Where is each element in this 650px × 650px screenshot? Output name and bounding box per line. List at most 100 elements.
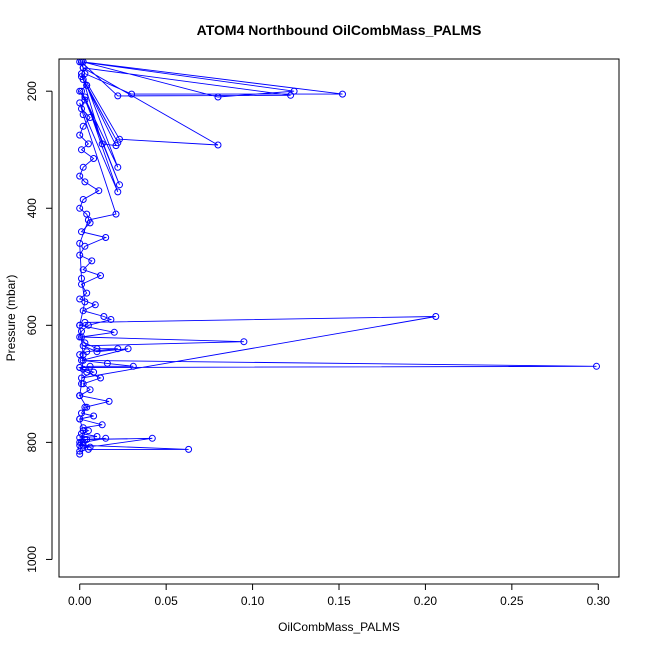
data-point: [114, 139, 122, 147]
data-point: [81, 298, 89, 306]
data-point: [83, 81, 91, 89]
data-point: [93, 433, 101, 440]
data-point: [84, 427, 92, 435]
data-point: [79, 427, 87, 435]
y-axis: 200 400 600 800 1000: [25, 81, 53, 573]
data-point: [98, 421, 106, 429]
x-tick-label: 0.30: [587, 594, 611, 608]
data-point: [128, 90, 136, 98]
data-point: [214, 93, 222, 101]
data-point: [81, 178, 89, 186]
data-point: [76, 204, 84, 212]
data-point: [90, 368, 98, 376]
data-point: [76, 415, 84, 423]
data-point: [339, 90, 346, 98]
data-point: [76, 239, 84, 247]
x-tick-label: 0.25: [500, 594, 524, 608]
data-point: [90, 155, 98, 162]
data-point: [102, 434, 110, 442]
data-point: [95, 187, 103, 195]
data-point: [432, 313, 440, 320]
data-point: [78, 438, 85, 446]
data-point: [83, 368, 91, 376]
data-point: [81, 93, 89, 101]
y-tick-label: 1000: [25, 546, 39, 573]
data-point: [114, 92, 122, 100]
data-point: [81, 318, 89, 326]
data-point: [93, 345, 101, 353]
data-point: [84, 445, 92, 453]
x-axis-label: OilCombMass_PALMS: [278, 620, 400, 634]
data-point: [93, 348, 101, 356]
data-point: [116, 135, 123, 143]
data-point: [148, 434, 156, 442]
data-point: [88, 257, 96, 265]
data-point: [112, 210, 120, 218]
y-tick-label: 400: [25, 198, 39, 218]
data-point: [129, 362, 137, 370]
data-point: [90, 412, 98, 420]
data-point: [100, 313, 108, 320]
data-point: [593, 362, 600, 370]
data-point: [81, 242, 89, 250]
data-point: [83, 403, 91, 411]
chart-title: ATOM4 Northbound OilCombMass_PALMS: [197, 22, 482, 38]
data-point: [79, 351, 87, 359]
data-point: [83, 436, 91, 443]
data-point: [79, 196, 87, 203]
data-point: [76, 392, 84, 400]
data-point: [86, 362, 94, 370]
data-point: [84, 140, 92, 148]
plot-frame: [58, 58, 620, 578]
x-tick-label: 0.05: [154, 594, 178, 608]
data-point: [287, 91, 295, 99]
y-tick-label: 800: [25, 432, 39, 452]
data-point: [97, 374, 104, 382]
data-point: [116, 181, 123, 189]
data-point: [76, 172, 84, 180]
data-point: [97, 272, 104, 280]
data-point: [86, 386, 94, 394]
data-point: [185, 445, 193, 453]
x-tick-label: 0.15: [327, 594, 351, 608]
x-tick-label: 0.00: [68, 594, 92, 608]
data-point: [79, 163, 87, 171]
x-tick-label: 0.10: [241, 594, 265, 608]
data-point: [76, 99, 84, 107]
data-point: [214, 141, 222, 149]
data-point: [78, 146, 85, 154]
x-axis: 0.00 0.05 0.10 0.15 0.20 0.25 0.30: [68, 583, 611, 608]
data-point: [76, 447, 84, 455]
data-point: [114, 345, 122, 353]
data-point: [76, 295, 84, 303]
data-point: [79, 111, 87, 119]
data-point: [110, 328, 118, 336]
data-point: [240, 338, 248, 346]
series-line-2: [79, 61, 343, 455]
data-point: [79, 122, 87, 130]
data-point: [84, 216, 92, 224]
data-point: [290, 87, 298, 95]
data-point: [114, 163, 122, 171]
data-point: [78, 275, 85, 282]
data-point: [107, 316, 115, 323]
data-point: [102, 234, 110, 241]
data-point: [114, 188, 122, 196]
data-point: [79, 76, 87, 83]
data-point: [78, 87, 85, 95]
y-tick-label: 600: [25, 315, 39, 335]
series-line-1: [78, 61, 597, 452]
data-point: [76, 131, 84, 139]
y-axis-label: Pressure (mbar): [4, 275, 18, 362]
data-point: [105, 397, 113, 405]
data-point: [103, 359, 111, 367]
data-point: [78, 380, 85, 388]
data-point: [76, 450, 84, 458]
data-point: [91, 301, 99, 309]
data-point: [79, 342, 87, 350]
y-tick-label: 200: [25, 81, 39, 101]
data-point: [124, 345, 132, 353]
data-point: [79, 266, 87, 274]
data-point: [76, 321, 84, 329]
